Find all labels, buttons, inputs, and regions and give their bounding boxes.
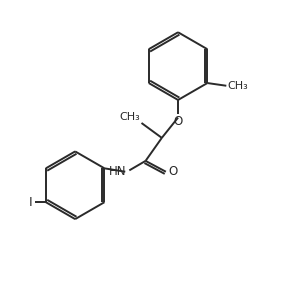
Text: I: I bbox=[29, 196, 33, 209]
Text: HN: HN bbox=[109, 165, 127, 178]
Text: O: O bbox=[168, 165, 177, 178]
Text: O: O bbox=[173, 115, 183, 128]
Text: CH₃: CH₃ bbox=[119, 112, 140, 122]
Text: CH₃: CH₃ bbox=[228, 81, 248, 91]
